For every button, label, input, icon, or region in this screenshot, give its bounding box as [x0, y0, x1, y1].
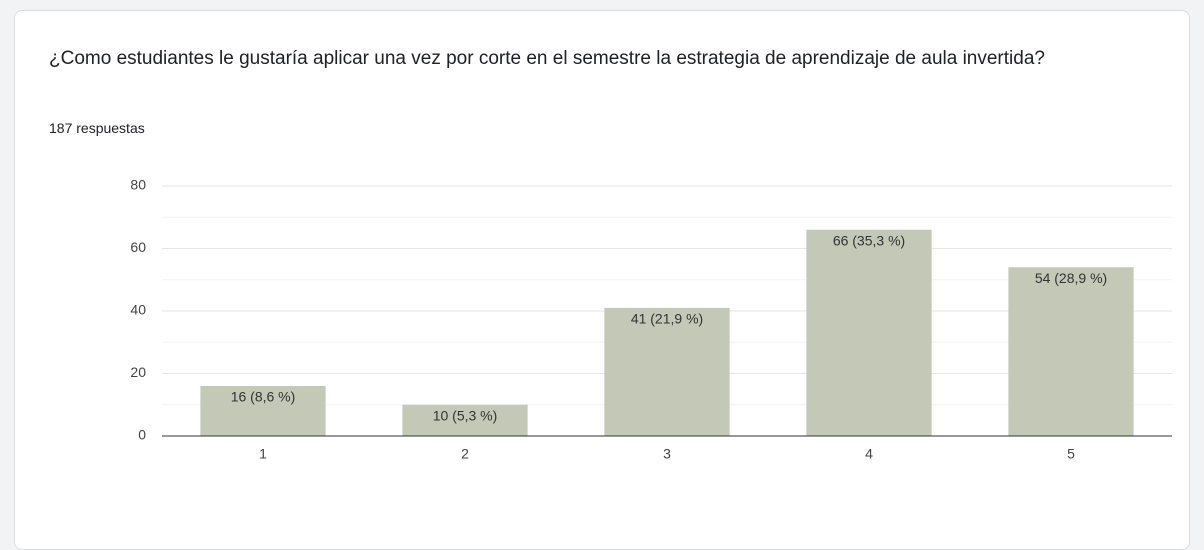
data-label: 41 (21,9 %)	[631, 311, 703, 327]
x-tick-label: 5	[1067, 446, 1075, 462]
bar	[402, 404, 528, 436]
bar	[806, 229, 932, 436]
y-tick-label: 20	[130, 364, 146, 380]
question-title: ¿Como estudiantes le gustaría aplicar un…	[49, 48, 1045, 69]
bar	[200, 386, 326, 436]
y-tick-label: 40	[130, 302, 146, 318]
bar	[1008, 267, 1134, 436]
x-tick-label: 3	[663, 446, 671, 462]
data-label: 66 (35,3 %)	[833, 232, 905, 248]
x-tick-label: 2	[461, 446, 469, 462]
data-label: 16 (8,6 %)	[231, 389, 296, 405]
bar	[604, 307, 730, 436]
x-tick-label: 1	[259, 446, 267, 462]
y-tick-label: 80	[130, 177, 146, 193]
response-count: 187 respuestas	[49, 120, 145, 136]
y-tick-label: 60	[130, 239, 146, 255]
data-label: 10 (5,3 %)	[433, 407, 498, 423]
y-tick-label: 0	[138, 427, 146, 443]
x-tick-label: 4	[865, 446, 873, 462]
data-label: 54 (28,9 %)	[1035, 270, 1107, 286]
